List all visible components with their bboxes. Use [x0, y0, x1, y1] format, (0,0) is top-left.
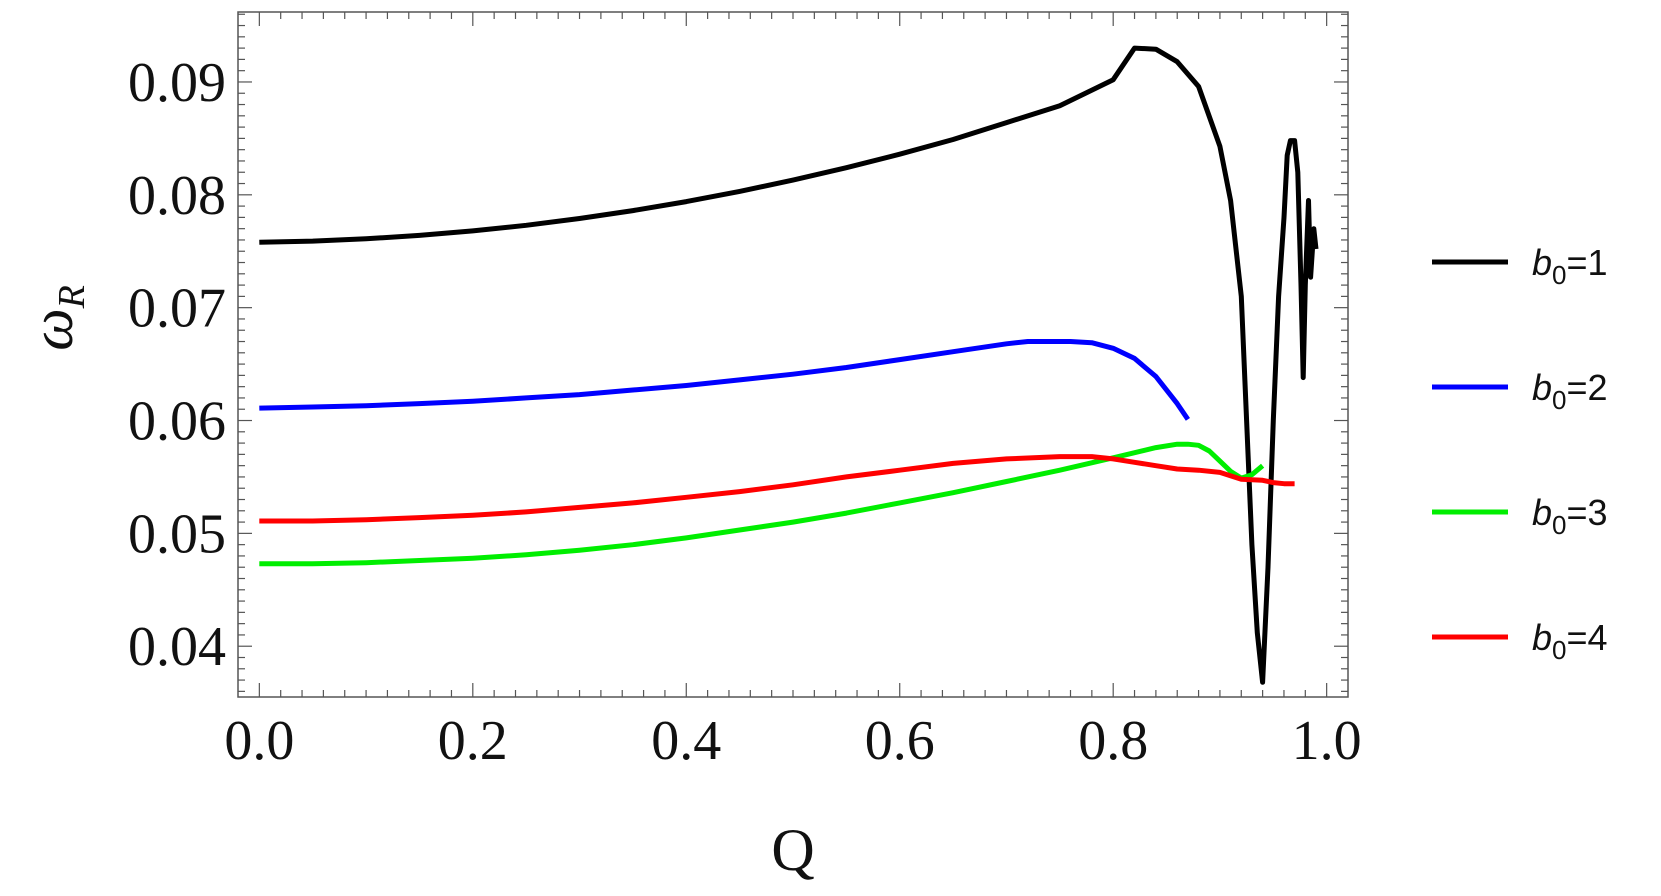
series-line-1: [259, 45, 1319, 685]
x-axis-label: Q: [771, 817, 814, 883]
legend-label-2: b0=2: [1532, 367, 1608, 415]
y-tick-label: 0.07: [128, 278, 226, 340]
x-tick-label: 0.0: [224, 710, 294, 772]
y-tick-label: 0.06: [128, 391, 226, 453]
y-tick-label: 0.04: [128, 616, 226, 678]
y-axis-label-main: ω: [19, 308, 85, 350]
legend: b0=1 b0=2 b0=3 b0=4: [1432, 242, 1608, 665]
legend-label-3: b0=3: [1532, 492, 1608, 540]
legend-label-4: b0=4: [1532, 617, 1608, 665]
series-line-2: [259, 339, 1190, 421]
legend-label-1: b0=1: [1532, 242, 1608, 290]
y-tick-label: 0.08: [128, 165, 226, 227]
svg-text:ωR: ωR: [19, 285, 93, 351]
y-axis-label: ωR: [19, 285, 93, 351]
series-layer: [259, 45, 1319, 685]
x-tick-label: 0.8: [1078, 710, 1148, 772]
y-tick-label: 0.09: [128, 52, 226, 114]
plot-frame: [237, 11, 1349, 698]
series-line-4: [259, 454, 1295, 524]
x-tick-label: 0.2: [438, 710, 508, 772]
x-tick-label: 1.0: [1292, 710, 1362, 772]
y-axis-ticks: 0.04 0.05 0.06 0.07 0.08 0.09: [128, 13, 1348, 692]
y-tick-label: 0.05: [128, 503, 226, 565]
x-axis-ticks: 0.0 0.2 0.4 0.6 0.8 1.0: [224, 12, 1362, 772]
series-line-3: [259, 441, 1265, 567]
x-tick-label: 0.6: [865, 710, 935, 772]
x-tick-label: 0.4: [651, 710, 721, 772]
y-axis-label-sub: R: [51, 285, 93, 309]
